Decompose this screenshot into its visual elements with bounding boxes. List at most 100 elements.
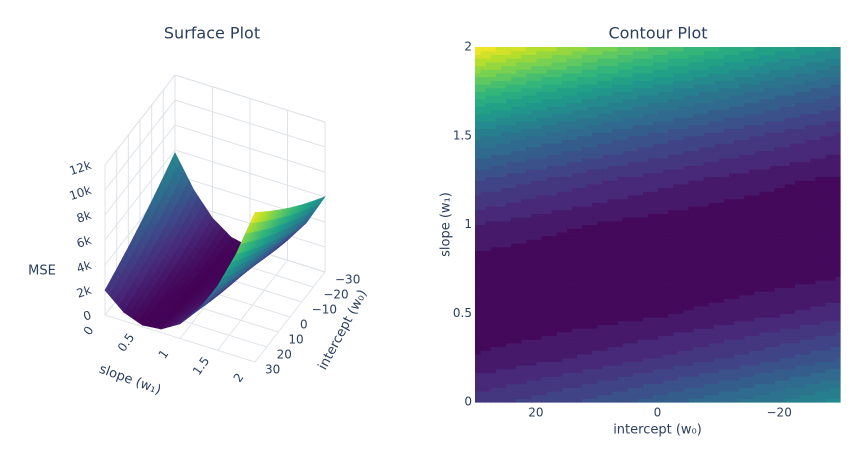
contour-cell [525, 235, 532, 240]
contour-cell [571, 191, 577, 196]
contour-cell [758, 239, 765, 244]
contour-cell [829, 324, 836, 329]
contour-cell [657, 335, 664, 340]
contour-cell [687, 316, 694, 322]
contour-cell [733, 213, 740, 218]
contour-cell [708, 342, 714, 348]
contour-cell [728, 379, 735, 385]
contour-cell [515, 276, 522, 281]
contour-cell [596, 250, 603, 255]
contour-cell [551, 398, 557, 403]
contour-cell [616, 202, 623, 207]
contour-cell [733, 316, 740, 322]
contour-cell [799, 198, 806, 203]
contour-cell [622, 357, 628, 362]
contour-cell [829, 316, 836, 322]
contour-cell [698, 342, 704, 348]
contour-cell [530, 339, 537, 344]
contour-cell [545, 228, 552, 233]
contour-cell [495, 361, 501, 366]
contour-cell [520, 342, 527, 348]
contour-cell [556, 287, 562, 292]
contour-cell [672, 254, 679, 259]
contour-cell [814, 191, 821, 196]
contour-cell [490, 246, 496, 251]
contour-cell [769, 209, 775, 215]
contour-cell [703, 368, 709, 374]
contour-cell [743, 379, 750, 385]
contour-cell [500, 302, 507, 307]
contour-cell [657, 242, 664, 248]
contour-cell [480, 261, 486, 266]
contour-cell [662, 279, 669, 285]
contour-cell [769, 180, 775, 185]
contour-cell [809, 206, 816, 211]
contour-cell [834, 187, 841, 192]
contour-cell [698, 350, 704, 355]
contour-cell [748, 183, 755, 189]
contour-cell [784, 350, 790, 355]
contour-cell [611, 224, 618, 229]
contour-cell [475, 313, 481, 318]
contour-cell [809, 379, 816, 385]
contour-cell [748, 368, 755, 374]
contour-cell [637, 331, 643, 337]
contour-cell [586, 383, 593, 388]
contour-cell [566, 339, 572, 344]
contour-cell [687, 387, 694, 392]
contour-cell [667, 350, 674, 355]
contour-cell [556, 272, 562, 277]
contour-cell [556, 387, 562, 392]
contour-cell [510, 257, 517, 263]
contour-cell [551, 387, 557, 392]
contour-cell [692, 283, 699, 288]
contour-cell [814, 187, 821, 192]
contour-cell [545, 279, 552, 285]
contour-cell [601, 394, 608, 399]
contour-cell [763, 217, 770, 222]
contour-cell [723, 302, 730, 307]
contour-cell [784, 383, 790, 388]
contour-cell [662, 313, 669, 318]
contour-cell [733, 390, 740, 396]
contour-cell [682, 313, 689, 318]
contour-cell [743, 250, 750, 255]
contour-cell [535, 228, 542, 233]
contour-cell [556, 283, 562, 288]
contour-cell [540, 250, 547, 255]
contour-cell [733, 335, 740, 340]
contour-cell [581, 379, 588, 385]
contour-cell [540, 394, 547, 399]
contour-cell [500, 235, 507, 240]
contour-cell [561, 368, 567, 374]
contour-cell [687, 217, 694, 222]
contour-cell [657, 339, 664, 344]
contour-cell [652, 224, 659, 229]
contour-cell [789, 331, 795, 337]
contour-cell [692, 357, 699, 362]
contour-cell [540, 283, 547, 288]
contour-cell [556, 350, 562, 355]
contour-cell [581, 357, 588, 362]
contour-cell [789, 183, 795, 189]
contour-cell [475, 390, 481, 396]
contour-cell [515, 291, 522, 296]
contour-cell [763, 294, 770, 300]
contour-cell [743, 342, 750, 348]
contour-cell [784, 202, 790, 207]
contour-cell [728, 372, 735, 377]
contour-cell [601, 239, 608, 244]
contour-cell [611, 265, 618, 270]
contour-cell [758, 202, 765, 207]
contour-cell [794, 202, 801, 207]
contour-cell [606, 361, 613, 366]
contour-cell [682, 309, 689, 314]
contour-cell [627, 328, 633, 333]
contour-cell [616, 217, 623, 222]
contour-cell [571, 398, 577, 403]
contour-cell [510, 379, 517, 385]
contour-cell [556, 279, 562, 285]
contour-cell [779, 287, 785, 292]
contour-cell [682, 268, 689, 274]
contour-cell [687, 202, 694, 207]
